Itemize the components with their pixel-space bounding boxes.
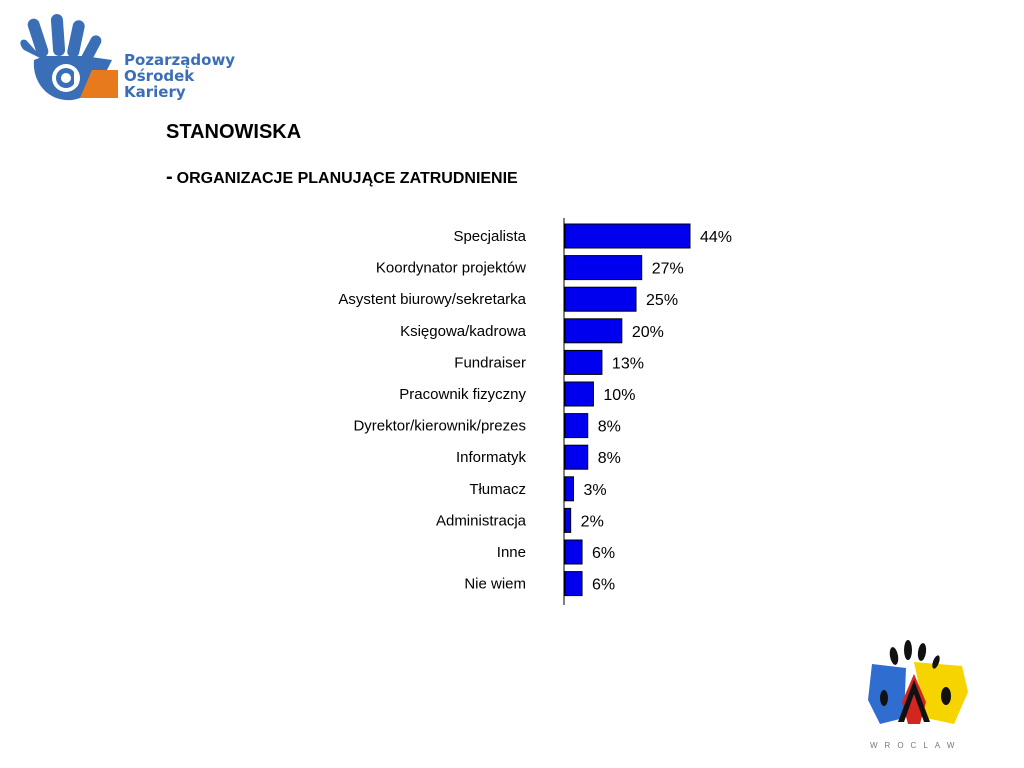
- category-label: Inne: [497, 544, 526, 561]
- bar: [564, 255, 643, 281]
- value-label: 10%: [603, 387, 635, 404]
- value-label: 2%: [581, 513, 604, 530]
- category-label: Pracownik fizyczny: [399, 386, 526, 403]
- bar: [564, 318, 623, 344]
- bar: [564, 413, 589, 439]
- logo-line: Kariery: [124, 83, 186, 101]
- bar: [564, 476, 575, 502]
- wroclaw-city-text: WROCLAW: [870, 741, 962, 750]
- value-label: 6%: [592, 577, 615, 594]
- category-label: Informatyk: [456, 449, 527, 466]
- pok-logo-text: Pozarządowy Ośrodek Kariery: [124, 52, 235, 100]
- value-label: 20%: [632, 324, 664, 341]
- category-label: Nie wiem: [464, 576, 526, 593]
- value-label: 13%: [612, 355, 644, 372]
- bar: [564, 444, 589, 470]
- value-label: 6%: [592, 545, 615, 562]
- bar: [564, 571, 583, 597]
- hand-logo-icon: [20, 14, 118, 101]
- category-label: Specjalista: [453, 228, 526, 245]
- bar: [564, 507, 572, 533]
- wroclaw-logo: [868, 640, 968, 724]
- bar: [564, 349, 603, 375]
- page-title: STANOWISKA: [166, 121, 302, 143]
- value-label: 3%: [584, 482, 607, 499]
- logo-line: Ośrodek: [124, 67, 195, 85]
- value-label: 27%: [652, 261, 684, 278]
- value-label: 8%: [598, 450, 621, 467]
- category-label: Dyrektor/kierownik/prezes: [353, 418, 526, 435]
- category-label: Księgowa/kadrowa: [400, 323, 527, 340]
- bar: [564, 381, 594, 407]
- wroclaw-emblem-icon: [868, 640, 968, 724]
- bar: [564, 223, 691, 249]
- subtitle-dash: -: [166, 166, 173, 188]
- category-label: Koordynator projektów: [376, 260, 526, 277]
- value-label: 25%: [646, 292, 678, 309]
- pok-logo: [20, 14, 118, 101]
- page-subtitle: - ORGANIZACJE PLANUJĄCE ZATRUDNIENIE: [166, 166, 518, 189]
- value-label: 8%: [598, 419, 621, 436]
- subtitle-text: ORGANIZACJE PLANUJĄCE ZATRUDNIENIE: [176, 170, 518, 187]
- value-label: 44%: [700, 229, 732, 246]
- category-label: Tłumacz: [469, 481, 526, 498]
- bar-chart: Specjalista Koordynator projektów Asystent…: [338, 218, 732, 605]
- bar: [564, 539, 583, 565]
- category-label: Fundraiser: [454, 354, 526, 371]
- category-label: Administracja: [436, 512, 527, 529]
- category-label: Asystent biurowy/sekretarka: [338, 291, 526, 308]
- logo-line: Pozarządowy: [124, 51, 236, 69]
- bar: [564, 286, 637, 312]
